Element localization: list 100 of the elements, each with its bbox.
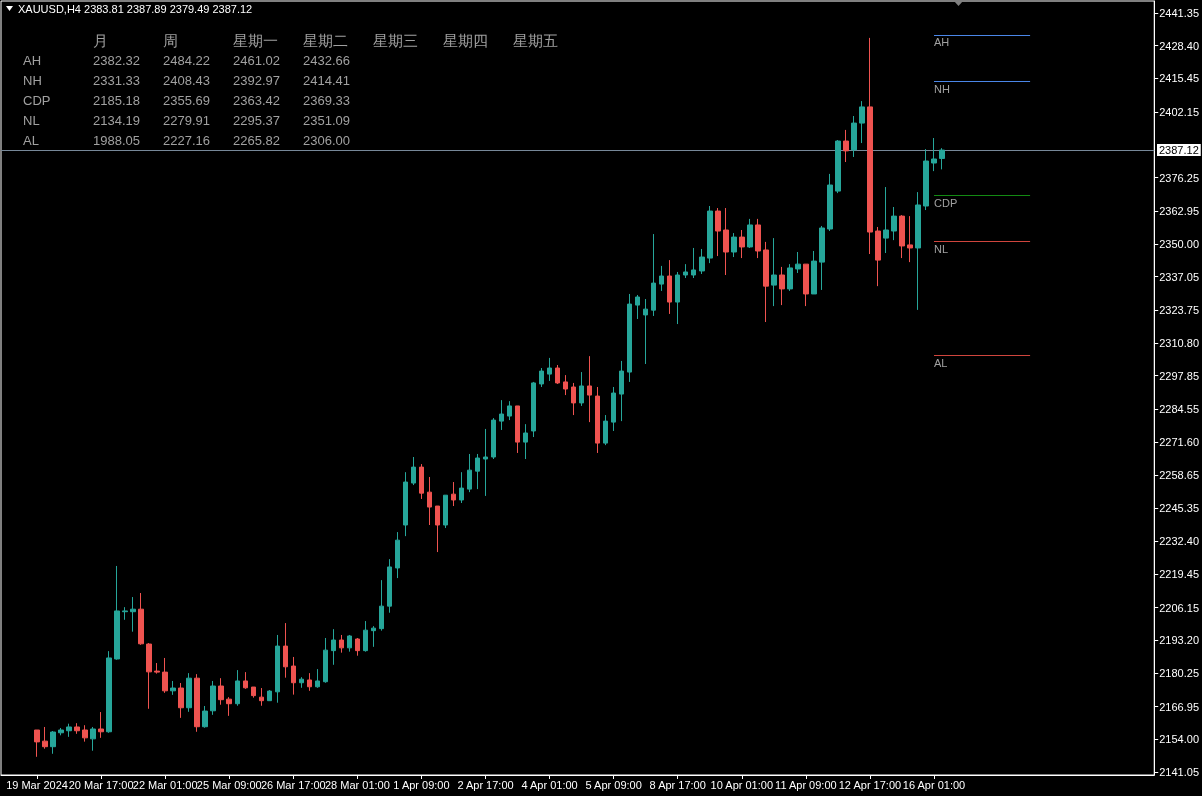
text: CDP 2185.18 2355.69 2363.42 2369.33 bbox=[23, 92, 350, 108]
candlestick bbox=[515, 405, 520, 454]
candlestick bbox=[347, 634, 352, 653]
candlestick bbox=[371, 625, 376, 648]
x-tick-label: 4 Apr 01:00 bbox=[521, 778, 578, 791]
candlestick bbox=[467, 453, 472, 493]
candlestick bbox=[483, 428, 488, 497]
candlestick bbox=[50, 730, 56, 755]
y-tick-label: 2141.05 bbox=[1159, 766, 1199, 779]
candlestick bbox=[130, 596, 136, 633]
candlestick bbox=[475, 453, 480, 490]
candlestick bbox=[723, 207, 729, 276]
x-tick-label: 16 Apr 01:00 bbox=[902, 778, 966, 791]
candlestick bbox=[611, 386, 616, 432]
candlestick bbox=[251, 686, 256, 699]
candlestick bbox=[66, 723, 72, 738]
candlestick bbox=[635, 294, 640, 320]
x-tick-label: 19 Mar 2024 bbox=[6, 778, 68, 791]
candlestick bbox=[42, 726, 48, 750]
candlestick bbox=[891, 206, 897, 241]
y-tick-label: 2362.95 bbox=[1159, 205, 1199, 218]
candlestick bbox=[603, 414, 608, 446]
text: AL 1988.05 2227.16 2265.82 2306.00 bbox=[23, 132, 350, 148]
candlestick bbox=[355, 637, 360, 657]
candlestick bbox=[235, 669, 240, 707]
y-tick-label: 2337.05 bbox=[1159, 270, 1199, 283]
y-tick-label: 2323.75 bbox=[1159, 304, 1199, 317]
candlestick bbox=[675, 271, 680, 325]
candlestick bbox=[867, 37, 873, 255]
candlestick bbox=[763, 241, 769, 323]
candlestick bbox=[379, 579, 384, 632]
candlestick bbox=[931, 137, 937, 172]
candlestick bbox=[122, 606, 128, 621]
candlestick bbox=[411, 456, 416, 486]
candlestick bbox=[194, 673, 200, 733]
x-tick-label: 2 Apr 17:00 bbox=[457, 778, 514, 791]
candlestick bbox=[843, 129, 849, 163]
candlestick bbox=[146, 642, 152, 710]
candlestick bbox=[451, 481, 456, 507]
candlestick bbox=[523, 423, 528, 460]
candlestick bbox=[811, 250, 817, 295]
candlestick bbox=[499, 399, 504, 431]
ref-line-label: 2387.12 bbox=[1159, 144, 1199, 157]
candlestick bbox=[531, 381, 536, 438]
x-tick-label: 12 Apr 17:00 bbox=[838, 778, 902, 791]
y-tick-label: 2350.00 bbox=[1159, 237, 1199, 250]
text: NL 2134.19 2279.91 2295.37 2351.09 bbox=[23, 112, 350, 128]
candlestick bbox=[154, 662, 160, 675]
candlestick bbox=[651, 233, 656, 317]
candlestick bbox=[627, 293, 632, 383]
candlestick bbox=[403, 471, 408, 537]
candlestick bbox=[106, 650, 112, 734]
x-tick-label: 20 Mar 17:00 bbox=[68, 778, 134, 791]
text: AH 2382.32 2484.22 2461.02 2432.66 bbox=[23, 52, 350, 68]
x-tick-label: 11 Apr 09:00 bbox=[775, 778, 837, 791]
candlestick bbox=[731, 232, 737, 258]
y-tick-label: 2402.15 bbox=[1159, 106, 1199, 119]
candlestick bbox=[747, 218, 753, 249]
candlestick bbox=[267, 689, 272, 702]
candlestick bbox=[819, 225, 825, 291]
ref-line-label: AL bbox=[934, 356, 948, 369]
candlestick bbox=[875, 226, 881, 287]
candlestick bbox=[715, 207, 721, 257]
candlestick bbox=[363, 620, 368, 653]
candlestick bbox=[739, 229, 745, 259]
y-tick-label: 2219.45 bbox=[1159, 567, 1199, 580]
candlestick bbox=[323, 637, 328, 684]
y-tick-label: 2297.85 bbox=[1159, 369, 1199, 382]
x-tick-label: 10 Apr 01:00 bbox=[710, 778, 773, 791]
candlestick bbox=[283, 622, 288, 679]
candlestick bbox=[299, 676, 304, 689]
candlestick bbox=[443, 494, 448, 529]
candlestick bbox=[459, 471, 464, 504]
candlestick bbox=[491, 417, 496, 460]
y-tick-label: 2415.45 bbox=[1159, 72, 1199, 85]
candlestick bbox=[259, 687, 264, 707]
candlestick bbox=[202, 705, 208, 729]
candlestick bbox=[162, 657, 168, 694]
candlestick bbox=[571, 382, 576, 416]
candlestick bbox=[387, 558, 392, 614]
ref-line-label: AH bbox=[934, 36, 950, 49]
candlestick bbox=[275, 634, 280, 704]
candlestick bbox=[226, 696, 232, 717]
candlestick bbox=[419, 463, 424, 500]
candlestick bbox=[58, 727, 64, 736]
candlestick bbox=[339, 634, 344, 654]
y-tick-label: 2193.20 bbox=[1159, 634, 1199, 647]
candlestick bbox=[331, 628, 336, 666]
candlestick bbox=[907, 215, 913, 263]
candlestick bbox=[755, 218, 761, 259]
candlestick bbox=[218, 677, 224, 706]
text: 月 周 星期一 星期二 星期三 星期四 星期五 bbox=[93, 31, 558, 49]
y-tick-label: 2245.35 bbox=[1159, 502, 1199, 515]
candlestick bbox=[98, 711, 104, 739]
candlestick bbox=[555, 364, 560, 385]
candlestick bbox=[923, 148, 929, 211]
candlestick bbox=[699, 248, 705, 275]
candlestick bbox=[170, 680, 176, 696]
candlestick bbox=[859, 100, 865, 144]
candlestick bbox=[643, 298, 648, 365]
